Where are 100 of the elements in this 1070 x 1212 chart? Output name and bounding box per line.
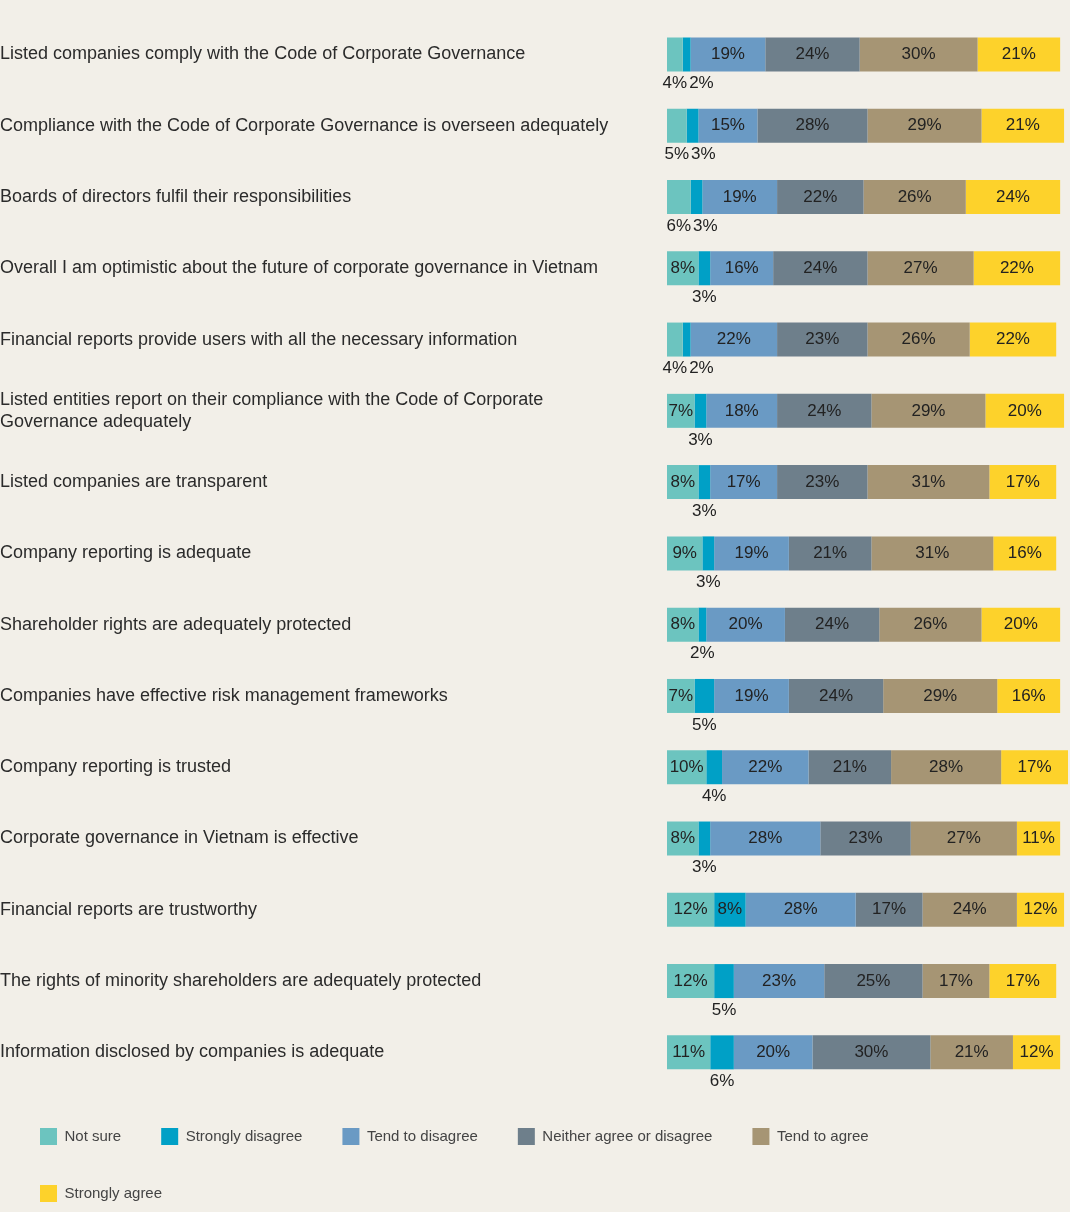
bar [879, 607, 982, 642]
data-label: 4% [701, 785, 727, 805]
data-label: 3% [691, 144, 716, 164]
data-label: 28% [748, 828, 783, 848]
data-label: 26% [901, 329, 936, 349]
y-tick-label: Financial reports are trustworthy [0, 898, 258, 919]
bar [777, 180, 864, 214]
data-label: 19% [734, 685, 769, 705]
data-label: 23% [805, 471, 840, 491]
bar [690, 37, 766, 72]
y-tick-label: Listed companies are transparent [0, 471, 268, 492]
data-label: 3% [692, 500, 717, 520]
data-label: 21% [832, 756, 867, 776]
bar [977, 37, 1061, 72]
y-tick-label: Listed entities report on their compliance with the Code of Corporate Governance adequately [0, 389, 544, 431]
bar [993, 536, 1057, 571]
data-label: 31% [915, 543, 950, 563]
bar [965, 180, 1061, 214]
data-label: 31% [911, 471, 946, 491]
data-label: 30% [901, 44, 936, 64]
bar [765, 37, 860, 72]
data-label: 24% [807, 400, 842, 420]
data-label: 10% [669, 756, 704, 776]
data-label: 3% [688, 429, 713, 449]
data-label: 8% [717, 899, 743, 919]
y-tick-label: Overall I am optimistic about the future of corporate governance in Vietnam [0, 257, 598, 278]
data-label: 26% [897, 186, 932, 206]
bar [698, 465, 711, 500]
bar [714, 536, 789, 571]
data-label: 19% [734, 543, 769, 563]
data-label: 30% [854, 1042, 889, 1062]
bar [808, 750, 892, 785]
bar [777, 322, 868, 357]
data-label: 5% [711, 999, 737, 1019]
data-label: 23% [762, 970, 797, 990]
bar [698, 607, 707, 642]
legend-label: Neither agree or disagree [542, 1126, 713, 1144]
bar [706, 607, 785, 642]
data-label: 22% [803, 186, 838, 206]
data-label: 23% [805, 329, 840, 349]
data-label: 9% [672, 543, 697, 563]
data-label: 22% [999, 257, 1034, 277]
data-label: 12% [1023, 899, 1058, 919]
bar [690, 180, 703, 214]
data-label: 2% [689, 73, 714, 93]
bar [922, 964, 990, 999]
y-tick-label: Company reporting is trusted [0, 756, 232, 777]
data-label: 22% [748, 756, 783, 776]
bar [863, 180, 966, 214]
data-label: 12% [673, 899, 708, 919]
bar [867, 465, 990, 500]
bar [667, 37, 683, 72]
data-label: 24% [803, 257, 838, 277]
data-label: 24% [795, 44, 830, 64]
bar [710, 821, 821, 856]
data-label: 8% [670, 471, 696, 491]
data-label: 12% [1019, 1042, 1054, 1062]
data-label: 17% [1017, 756, 1052, 776]
bar [788, 536, 872, 571]
bar [985, 393, 1065, 428]
bar [855, 892, 923, 927]
bar [710, 251, 774, 286]
bar [733, 1035, 813, 1070]
bar [690, 322, 778, 357]
data-label: 27% [903, 257, 938, 277]
y-tick-label: Boards of directors fulfil their responsibilities [0, 185, 352, 206]
bar [694, 678, 715, 713]
legend-label: Strongly agree [64, 1183, 163, 1201]
bar [824, 964, 923, 999]
data-label: 21% [813, 543, 848, 563]
bar [812, 1035, 931, 1070]
data-label: 16% [724, 257, 759, 277]
bar [706, 393, 778, 428]
data-label: 21% [1005, 115, 1040, 135]
bar [973, 251, 1061, 286]
data-label: 3% [692, 857, 717, 877]
bar [773, 251, 868, 286]
data-label: 21% [954, 1042, 989, 1062]
bar [777, 465, 868, 500]
data-label: 26% [913, 614, 948, 634]
bar [981, 607, 1061, 642]
data-label: 20% [1007, 400, 1042, 420]
bar [883, 678, 998, 713]
bar [698, 251, 711, 286]
bar [714, 964, 734, 999]
data-label: 19% [710, 44, 745, 64]
data-label: 7% [668, 685, 694, 705]
data-label: 17% [1005, 471, 1040, 491]
data-label: 6% [709, 1071, 735, 1091]
data-label: 27% [946, 828, 981, 848]
data-label: 16% [1011, 685, 1046, 705]
data-label: 19% [722, 186, 757, 206]
y-tick-label: Corporate governance in Vietnam is effective [0, 827, 359, 848]
data-label: 24% [815, 614, 850, 634]
data-label: 23% [848, 828, 883, 848]
bar [997, 678, 1061, 713]
y-tick-label: Shareholder rights are adequately protected [0, 613, 352, 634]
bar [682, 322, 691, 357]
data-label: 11% [672, 1042, 706, 1062]
data-label: 29% [911, 400, 946, 420]
